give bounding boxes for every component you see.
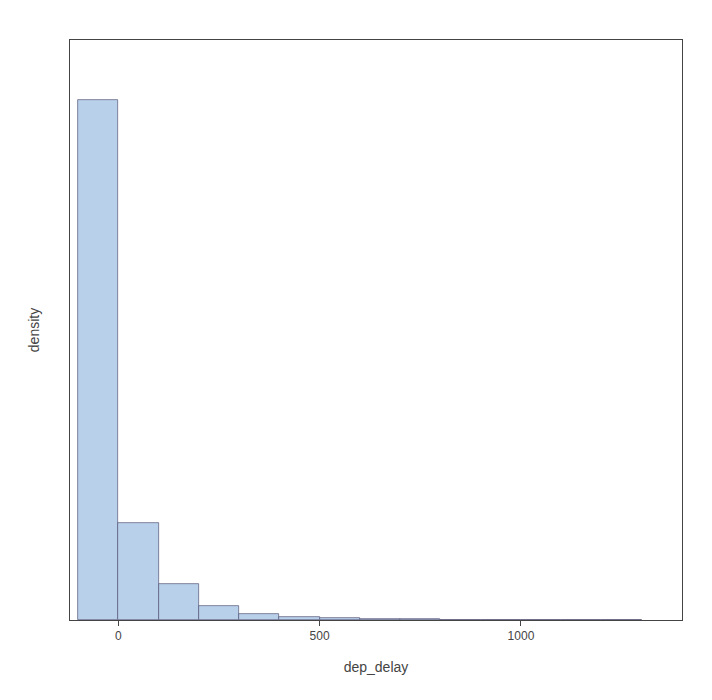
svg-text:0: 0 bbox=[115, 629, 122, 643]
svg-text:density: density bbox=[26, 308, 42, 352]
svg-text:1000: 1000 bbox=[508, 629, 535, 643]
svg-text:500: 500 bbox=[310, 629, 330, 643]
svg-text:dep_delay: dep_delay bbox=[344, 659, 409, 675]
